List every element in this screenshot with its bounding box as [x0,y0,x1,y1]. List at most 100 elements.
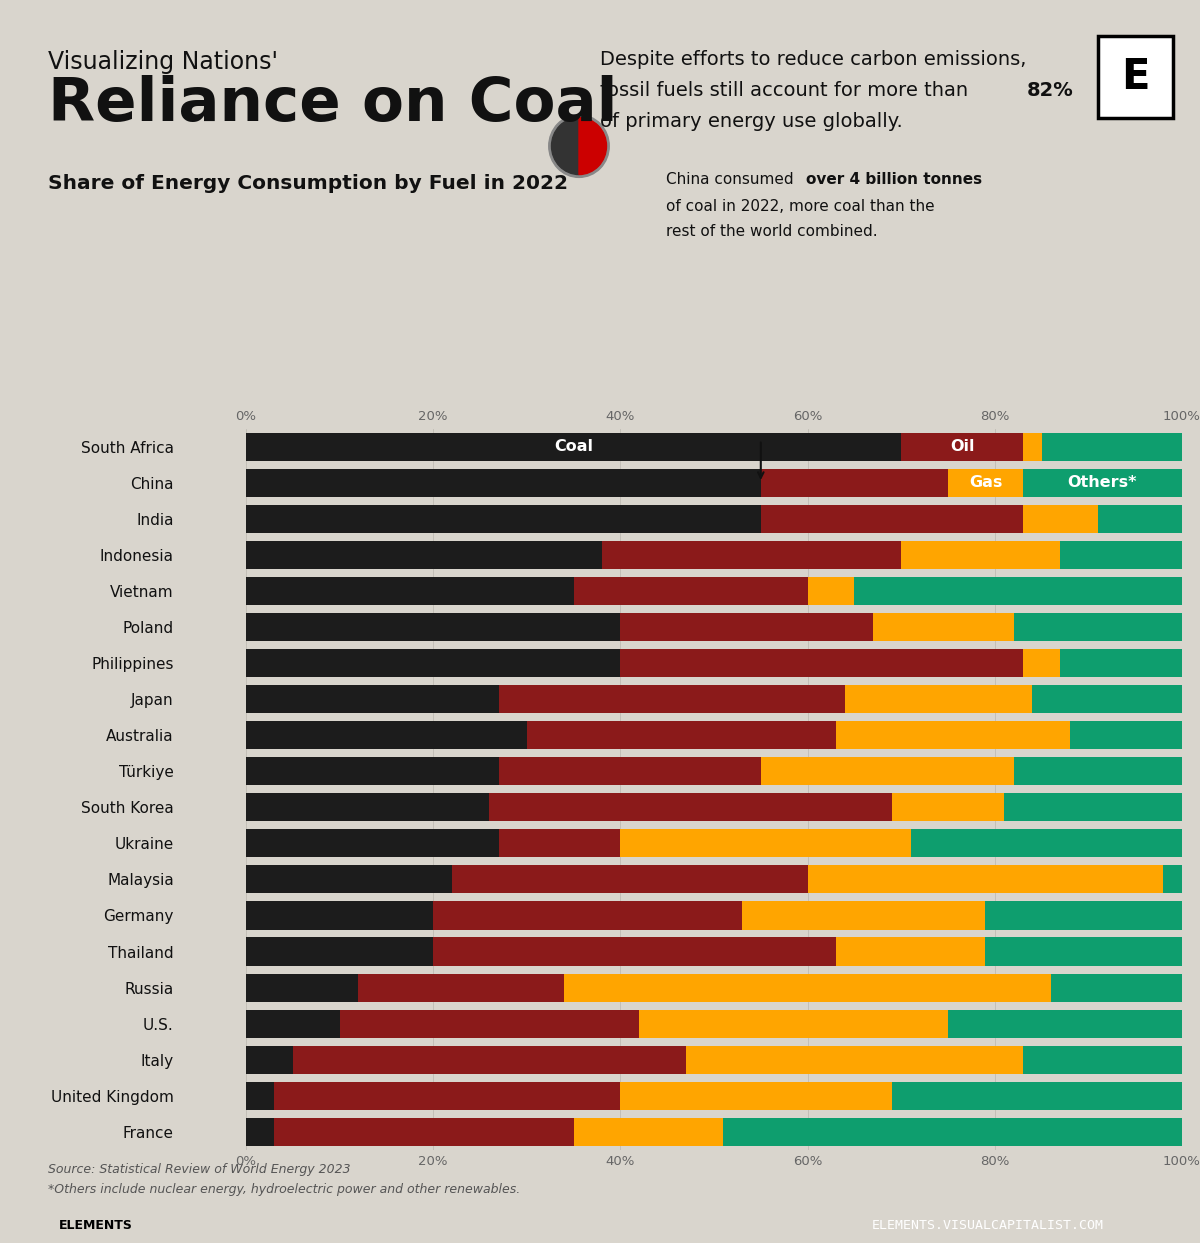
Bar [948,1009,1182,1038]
Bar [808,865,1163,894]
Text: Gas: Gas [968,475,1002,491]
Bar [452,865,808,894]
Bar [246,1045,293,1074]
Bar [246,793,490,822]
Text: of primary energy use globally.: of primary energy use globally. [600,112,902,131]
Bar [1022,469,1182,497]
Bar [574,1117,724,1146]
Bar [620,613,874,641]
Text: Reliance on Coal: Reliance on Coal [48,75,618,133]
Bar [246,757,499,786]
Text: E: E [1121,56,1150,98]
Text: Despite efforts to reduce carbon emissions,: Despite efforts to reduce carbon emissio… [600,50,1026,68]
Bar [640,1009,948,1038]
Bar [274,1117,574,1146]
Bar [340,1009,640,1038]
Bar [1022,649,1061,677]
Bar [246,541,601,569]
Bar [620,649,1022,677]
Bar [246,1081,274,1110]
Bar [499,757,761,786]
Circle shape [548,114,610,178]
Text: Others*: Others* [1068,475,1138,491]
Bar [246,469,761,497]
Bar [911,829,1182,858]
Bar [246,937,433,966]
Bar [845,685,1032,713]
Bar [246,901,433,930]
Bar [490,793,892,822]
Bar [1051,973,1182,1002]
Bar [564,973,1051,1002]
Bar [1042,433,1182,461]
Bar [901,433,1022,461]
Bar [246,685,499,713]
Bar [246,1117,274,1146]
Bar [246,433,901,461]
Bar [761,757,1014,786]
Bar [874,613,1014,641]
Bar [1061,541,1182,569]
Bar [892,1081,1182,1110]
Text: of coal in 2022, more coal than the: of coal in 2022, more coal than the [666,199,935,214]
Bar [246,829,499,858]
Bar [985,937,1182,966]
Bar [1061,649,1182,677]
Text: 82%: 82% [1027,81,1074,99]
Bar [246,505,761,533]
Bar [1022,433,1042,461]
Bar [620,1081,892,1110]
Bar [246,721,527,750]
Bar [1069,721,1182,750]
Text: *Others include nuclear energy, hydroelectric power and other renewables.: *Others include nuclear energy, hydroele… [48,1183,521,1196]
Bar [742,901,985,930]
Bar [892,793,1004,822]
Text: ELEMENTS.VISUALCAPITALIST.COM: ELEMENTS.VISUALCAPITALIST.COM [872,1219,1104,1232]
Text: rest of the world combined.: rest of the world combined. [666,224,877,239]
Bar [854,577,1182,605]
Bar [761,505,1022,533]
Bar [901,541,1061,569]
Bar [1014,613,1182,641]
Wedge shape [580,118,606,174]
Bar [1098,505,1182,533]
Wedge shape [552,118,580,174]
Text: over 4 billion tonnes: over 4 billion tonnes [806,172,983,186]
Text: fossil fuels still account for more than: fossil fuels still account for more than [600,81,974,99]
Bar [1014,757,1182,786]
Bar [246,865,452,894]
Bar [499,829,620,858]
FancyBboxPatch shape [1098,36,1172,118]
Bar [1163,865,1182,894]
Bar [1004,793,1182,822]
Bar [293,1045,686,1074]
Text: Oil: Oil [949,439,974,455]
Bar [808,577,854,605]
Bar [1022,505,1098,533]
Text: Share of Energy Consumption by Fuel in 2022: Share of Energy Consumption by Fuel in 2… [48,174,568,193]
Bar [985,901,1182,930]
Bar [433,937,835,966]
Bar [835,937,985,966]
Bar [620,829,911,858]
Bar [246,649,620,677]
Bar [686,1045,1022,1074]
Text: China consumed: China consumed [666,172,798,186]
Text: Source: Statistical Review of World Energy 2023: Source: Statistical Review of World Ener… [48,1163,350,1176]
Text: Coal: Coal [554,439,593,455]
Bar [601,541,901,569]
Bar [761,469,948,497]
Text: Visualizing Nations': Visualizing Nations' [48,50,278,73]
Bar [1022,1045,1182,1074]
Bar [246,577,574,605]
Bar [574,577,808,605]
Bar [246,973,359,1002]
Bar [246,1009,340,1038]
Bar [835,721,1069,750]
Bar [948,469,1022,497]
Bar [274,1081,620,1110]
Bar [246,613,620,641]
Text: ELEMENTS: ELEMENTS [59,1219,133,1232]
Bar [1032,685,1182,713]
Bar [499,685,845,713]
